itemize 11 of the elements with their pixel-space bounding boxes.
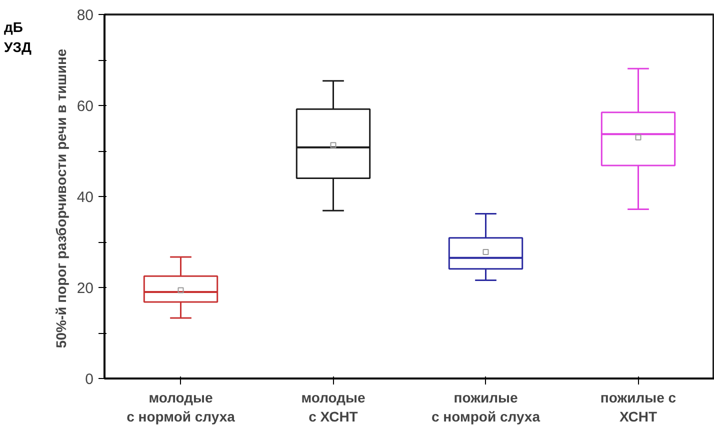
y-tick-label: 0	[85, 371, 94, 388]
y-tick-label: 20	[76, 280, 94, 297]
x-tick-label: пожилые с номрой слуха	[432, 390, 540, 425]
x-tick-label: молодые с нормой слуха	[126, 390, 236, 425]
x-tick-label: пожилые с ХСНТ	[600, 390, 676, 425]
y-tick-label: 60	[76, 98, 94, 115]
x-tick-label: молодые с ХСНТ	[301, 390, 366, 425]
y-tick-label: 80	[76, 7, 94, 24]
text: дБ УЗД	[4, 18, 32, 57]
y-tick-label: 40	[76, 189, 94, 206]
y-axis-title: 50%-й порог разборчивости речи в тишине	[52, 48, 69, 348]
